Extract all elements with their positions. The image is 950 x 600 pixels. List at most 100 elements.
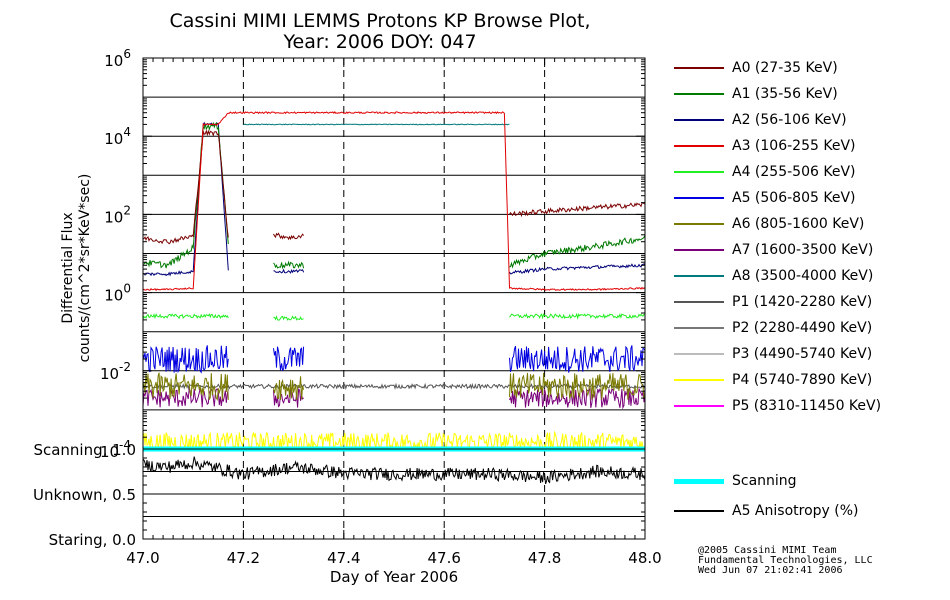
legend-item-p1: P1 (1420-2280 KeV) [674,292,872,312]
series-a6-line [142,372,646,401]
y-axis-label-line1: Differential Flux [60,212,76,323]
series-a0 [142,129,646,245]
tick-exponent: 2 [123,203,131,217]
legend-item-a7: A7 (1600-3500 KeV) [674,240,873,260]
series-a1-line [142,121,646,270]
legend-swatch-a8 [674,275,724,277]
series-a2 [142,121,646,277]
tick-exponent: 0 [123,282,131,296]
flux-y-tick-label-5: 106 [104,47,131,70]
legend-item-a3: A3 (106-255 KeV) [674,136,855,156]
aniso-y-tick-label-0: Staring, 0.0 [49,531,136,549]
series-a8-line [243,123,510,126]
series-a2-line [142,121,646,277]
legend-label-a8: A8 (3500-4000 KeV) [732,268,874,284]
x-tick-label-1: 47.2 [227,549,260,567]
x-tick-label-2: 47.4 [327,549,360,567]
tick-base: 10 [100,365,119,383]
flux-y-tick-label-4: 104 [104,125,131,148]
series-a8 [243,123,510,126]
legend-label-p2: P2 (2280-4490 KeV) [732,320,873,336]
legend-item-a1: A1 (35-56 KeV) [674,84,838,104]
legend-item-p2: P2 (2280-4490 KeV) [674,318,872,338]
y-axis-label-line2: counts/(cm^2*sr*KeV*sec) [77,174,93,363]
chart-title-line1: Cassini MIMI LEMMS Protons KP Browse Plo… [169,10,591,32]
legend-item-a4: A4 (255-506 KeV) [674,162,855,182]
legend-item-a8: A8 (3500-4000 KeV) [674,266,873,286]
legend-label-a7: A7 (1600-3500 KeV) [732,242,874,258]
legend-swatch-a4 [674,171,724,173]
legend-label-p4: P4 (5740-7890 KeV) [732,372,873,388]
series-a7 [142,387,646,410]
tick-exponent: -2 [119,360,131,374]
legend-item-p5: P5 (8310-11450 KeV) [674,396,881,416]
flux-y-tick-label-3: 102 [104,203,131,226]
chart-title-line2: Year: 2006 DOY: 047 [283,31,477,53]
legend-swatch-a6 [674,223,724,225]
data-layer [142,111,646,485]
legend-swatch-a5 [674,197,724,199]
series-anisotropy-line [142,456,646,485]
legend-label-anisotropy: A5 Anisotropy (%) [732,503,859,519]
flux-y-tick-label-1: 10-2 [100,360,131,383]
x-tick-label-4: 47.8 [528,549,561,567]
flux-y-tick-label-0: 10-4 [100,438,131,461]
legend-item-a2: A2 (56-106 KeV) [674,110,847,130]
tick-exponent: -4 [119,438,131,452]
legend-swatch-a7 [674,249,724,251]
legend-label-p1: P1 (1420-2280 KeV) [732,294,873,310]
legend-swatch-a1 [674,93,724,95]
x-tick-label-3: 47.6 [427,549,460,567]
legend-swatch-p2 [674,327,724,329]
legend-item-a5: A5 (506-805 KeV) [674,188,855,208]
legend-item-a0: A0 (27-35 KeV) [674,58,838,78]
legend-item-p4: P4 (5740-7890 KeV) [674,370,872,390]
tick-base: 10 [104,130,123,148]
legend-swatch-a3 [674,145,724,147]
series-p4-line [142,430,646,451]
tick-base: 10 [100,443,119,461]
legend-label-a5: A5 (506-805 KeV) [732,190,856,206]
series-a6 [142,372,646,401]
flux-y-tick-label-2: 100 [104,282,131,305]
series-a5 [142,345,646,374]
legend-item-a6: A6 (805-1600 KeV) [674,214,864,234]
legend-item-scanning: Scanning [674,471,797,491]
aniso-y-tick-label-1: Unknown, 0.5 [33,486,136,504]
legend-swatch-p5 [674,405,724,407]
legend-swatch-anisotropy [674,510,724,512]
legend-swatch-p3 [674,353,724,355]
aniso-y-tick-label-2: Scanning, 1.0 [33,441,136,459]
credit-line-1: @2005 Cassini MIMI Team [698,545,837,556]
series-p1 [142,382,646,391]
series-p1-line [142,382,646,391]
credit-line-2: Fundamental Technologies, LLC [698,555,873,566]
legend-label-a3: A3 (106-255 KeV) [732,138,856,154]
legend-label-a6: A6 (805-1600 KeV) [732,216,865,232]
tick-exponent: 4 [123,125,131,139]
legend-swatch-a2 [674,119,724,121]
legend-label-a4: A4 (255-506 KeV) [732,164,856,180]
legend-swatch-a0 [674,67,724,69]
legend-label-p5: P5 (8310-11450 KeV) [732,398,882,414]
series-a1 [142,121,646,270]
legend-label-scanning: Scanning [732,473,797,489]
legend-item-p3: P3 (4490-5740 KeV) [674,344,872,364]
series-a3-line [142,111,646,292]
legend-label-p3: P3 (4490-5740 KeV) [732,346,873,362]
legend-label-a0: A0 (27-35 KeV) [732,60,838,76]
legend-swatch-scanning [674,478,724,484]
series-a4 [142,312,646,321]
series-a3 [142,111,646,292]
series-a4-line [142,312,646,321]
x-tick-label-0: 47.0 [126,549,159,567]
series-a5-line [142,345,646,374]
legend-label-a2: A2 (56-106 KeV) [732,112,847,128]
series-a0-line [142,129,646,245]
x-axis-label: Day of Year 2006 [330,568,458,586]
tick-base: 10 [104,287,123,305]
legend-swatch-p1 [674,301,724,303]
x-tick-label-5: 48.0 [628,549,661,567]
